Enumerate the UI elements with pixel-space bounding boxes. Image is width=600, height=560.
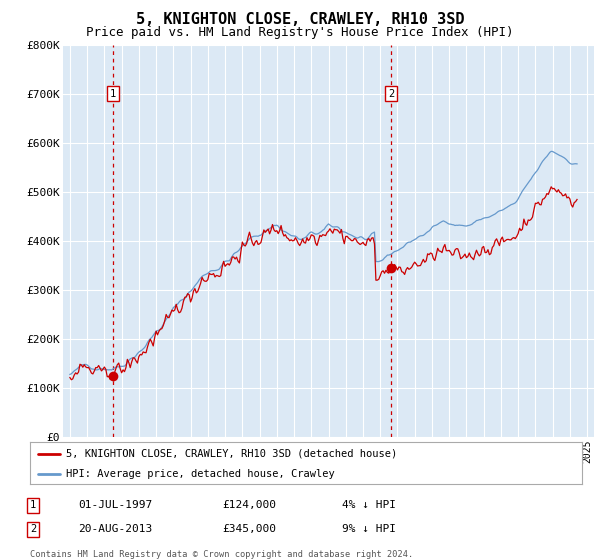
Text: 9% ↓ HPI: 9% ↓ HPI: [342, 524, 396, 534]
Text: 4% ↓ HPI: 4% ↓ HPI: [342, 500, 396, 510]
Text: 1: 1: [30, 500, 36, 510]
Text: 5, KNIGHTON CLOSE, CRAWLEY, RH10 3SD (detached house): 5, KNIGHTON CLOSE, CRAWLEY, RH10 3SD (de…: [66, 449, 397, 459]
Text: 2: 2: [30, 524, 36, 534]
Text: 1: 1: [110, 89, 116, 99]
Text: 20-AUG-2013: 20-AUG-2013: [78, 524, 152, 534]
Text: HPI: Average price, detached house, Crawley: HPI: Average price, detached house, Craw…: [66, 469, 335, 479]
Text: 5, KNIGHTON CLOSE, CRAWLEY, RH10 3SD: 5, KNIGHTON CLOSE, CRAWLEY, RH10 3SD: [136, 12, 464, 27]
Text: 01-JUL-1997: 01-JUL-1997: [78, 500, 152, 510]
Text: £124,000: £124,000: [222, 500, 276, 510]
Text: Contains HM Land Registry data © Crown copyright and database right 2024.
This d: Contains HM Land Registry data © Crown c…: [30, 550, 413, 560]
Text: 2: 2: [388, 89, 394, 99]
Text: £345,000: £345,000: [222, 524, 276, 534]
Text: Price paid vs. HM Land Registry's House Price Index (HPI): Price paid vs. HM Land Registry's House …: [86, 26, 514, 39]
